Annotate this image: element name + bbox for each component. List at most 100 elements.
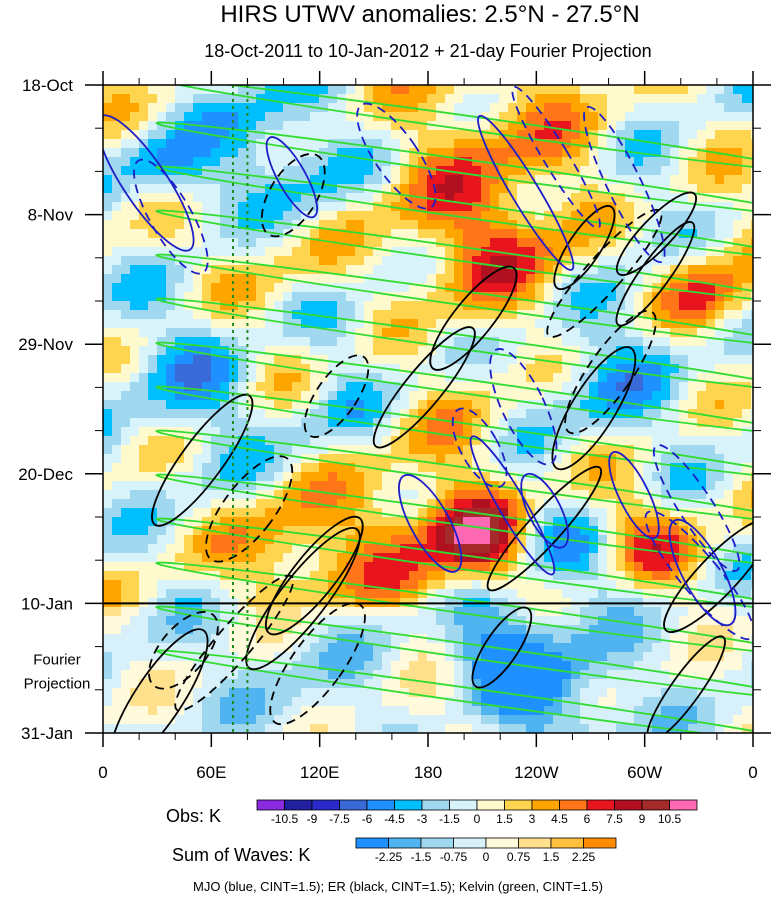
shading-cell bbox=[139, 310, 149, 320]
shading-cell bbox=[193, 616, 203, 626]
shading-cell bbox=[211, 400, 221, 410]
shading-cell bbox=[688, 85, 698, 95]
shading-cell bbox=[535, 670, 545, 680]
shading-cell bbox=[103, 643, 113, 653]
shading-cell bbox=[211, 697, 221, 707]
shading-cell bbox=[400, 139, 410, 149]
shading-cell bbox=[229, 112, 239, 122]
shading-cell bbox=[535, 661, 545, 671]
shading-cell bbox=[742, 409, 752, 419]
shading-cell bbox=[121, 517, 131, 527]
shading-cell bbox=[427, 625, 437, 635]
shading-cell bbox=[229, 688, 239, 698]
shading-cell bbox=[589, 85, 599, 95]
shading-cell bbox=[454, 193, 464, 203]
shading-cell bbox=[598, 670, 608, 680]
shading-cell bbox=[751, 175, 753, 185]
shading-cell bbox=[418, 571, 428, 581]
shading-cell bbox=[310, 220, 320, 230]
shading-cell bbox=[319, 265, 329, 275]
shading-cell bbox=[157, 193, 167, 203]
shading-cell bbox=[436, 643, 446, 653]
shading-cell bbox=[688, 319, 698, 329]
shading-cell bbox=[103, 400, 113, 410]
shading-cell bbox=[274, 679, 284, 689]
shading-cell bbox=[256, 364, 266, 374]
shading-cell bbox=[715, 409, 725, 419]
shading-cell bbox=[517, 688, 527, 698]
shading-cell bbox=[526, 364, 536, 374]
shading-cell bbox=[166, 553, 176, 563]
shading-cell bbox=[238, 697, 248, 707]
shading-cell bbox=[265, 211, 275, 221]
shading-cell bbox=[238, 265, 248, 275]
shading-cell bbox=[697, 121, 707, 131]
shading-cell bbox=[445, 508, 455, 518]
shading-cell bbox=[157, 499, 167, 509]
shading-cell bbox=[589, 589, 599, 599]
shading-cell bbox=[202, 220, 212, 230]
shading-cell bbox=[589, 535, 599, 545]
shading-cell bbox=[445, 490, 455, 500]
shading-cell bbox=[211, 679, 221, 689]
shading-cell bbox=[112, 364, 122, 374]
shading-cell bbox=[643, 166, 653, 176]
shading-cell bbox=[337, 463, 347, 473]
shading-cell bbox=[274, 148, 284, 158]
shading-cell bbox=[679, 310, 689, 320]
shading-cell bbox=[670, 661, 680, 671]
shading-cell bbox=[409, 193, 419, 203]
shading-cell bbox=[589, 220, 599, 230]
shading-cell bbox=[256, 481, 266, 491]
shading-cell bbox=[121, 418, 131, 428]
shading-cell bbox=[400, 382, 410, 392]
shading-cell bbox=[508, 688, 518, 698]
shading-cell bbox=[724, 130, 734, 140]
shading-cell bbox=[238, 211, 248, 221]
shading-cell bbox=[463, 256, 473, 266]
shading-cell bbox=[391, 112, 401, 122]
shading-cell bbox=[499, 427, 509, 437]
shading-cell bbox=[247, 292, 257, 302]
shading-cell bbox=[364, 238, 374, 248]
shading-cell bbox=[382, 184, 392, 194]
shading-cell bbox=[580, 256, 590, 266]
shading-cell bbox=[463, 373, 473, 383]
shading-cell bbox=[733, 193, 743, 203]
shading-cell bbox=[310, 634, 320, 644]
shading-cell bbox=[292, 184, 302, 194]
shading-cell bbox=[463, 175, 473, 185]
shading-cell bbox=[418, 274, 428, 284]
shading-cell bbox=[139, 661, 149, 671]
shading-cell bbox=[598, 373, 608, 383]
shading-cell bbox=[697, 400, 707, 410]
shading-cell bbox=[490, 238, 500, 248]
shading-cell bbox=[697, 607, 707, 617]
shading-cell bbox=[571, 544, 581, 554]
shading-cell bbox=[157, 121, 167, 131]
shading-cell bbox=[751, 436, 753, 446]
shading-cell bbox=[220, 499, 230, 509]
shading-cell bbox=[616, 130, 626, 140]
shading-cell bbox=[400, 463, 410, 473]
shading-cell bbox=[364, 688, 374, 698]
shading-cell bbox=[157, 517, 167, 527]
shading-cell bbox=[166, 283, 176, 293]
shading-cell bbox=[337, 652, 347, 662]
shading-cell bbox=[598, 256, 608, 266]
shading-cell bbox=[355, 202, 365, 212]
shading-cell bbox=[517, 652, 527, 662]
shading-cell bbox=[427, 679, 437, 689]
shading-cell bbox=[166, 337, 176, 347]
shading-cell bbox=[427, 373, 437, 383]
shading-cell bbox=[562, 454, 572, 464]
shading-cell bbox=[166, 499, 176, 509]
shading-cell bbox=[400, 130, 410, 140]
shading-cell bbox=[436, 463, 446, 473]
shading-cell bbox=[148, 391, 158, 401]
shading-cell bbox=[202, 373, 212, 383]
shading-cell bbox=[571, 571, 581, 581]
shading-cell bbox=[202, 391, 212, 401]
shading-cell bbox=[292, 562, 302, 572]
shading-cell bbox=[652, 625, 662, 635]
